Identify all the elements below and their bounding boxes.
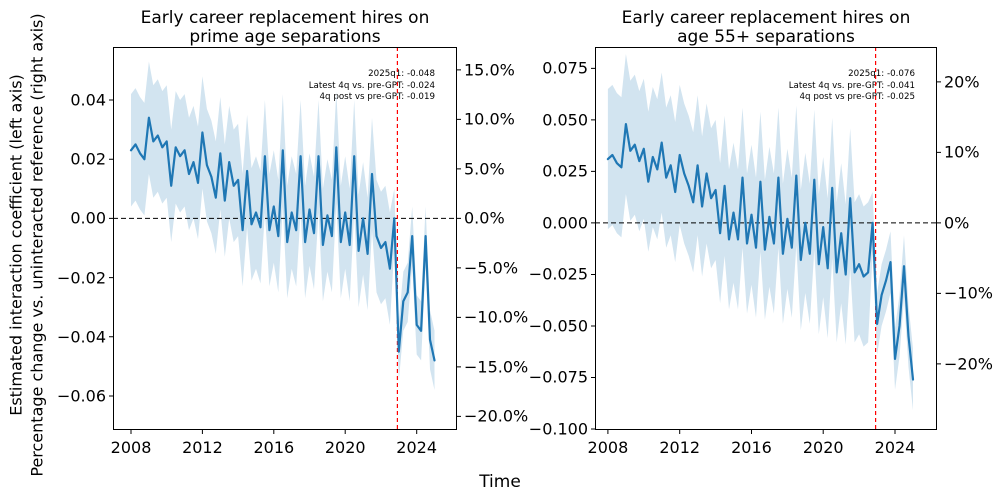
chart1-annotation: 2025q1: -0.048 Latest 4q vs. pre-GPT: -0…: [309, 69, 435, 104]
y-tick-label-right: −15.0%: [464, 357, 529, 377]
chart2-title-line2: age 55+ separations: [677, 27, 855, 47]
y-axis-label-line2: Percentage change vs. uninteracted refer…: [27, 13, 47, 477]
axis-tick-marks: [109, 69, 461, 434]
y-tick-label-right: 10.0%: [464, 109, 515, 129]
confidence-band: [607, 54, 913, 411]
chart2-annotation: 2025q1: -0.076 Latest 4q vs. pre-GPT: -0…: [789, 69, 915, 104]
axis-tick-marks: [591, 67, 941, 434]
x-axis-label: Time: [479, 472, 521, 492]
x-tick-label: 2016: [731, 438, 772, 457]
y-tick-label-left: −0.06: [56, 386, 106, 406]
chart1-annotation-2025q1: 2025q1: -0.048: [368, 69, 435, 79]
chart1-title-line1: Early career replacement hires on: [140, 8, 430, 28]
coefficient-line: [606, 123, 915, 381]
plot-border: [595, 47, 937, 430]
x-tick-label: 2008: [587, 438, 629, 457]
chart2-annotation-2025q1: 2025q1: -0.076: [848, 69, 915, 79]
y-tick-label-left: 0.000: [542, 213, 588, 233]
x-tick-label: 2016: [253, 438, 295, 457]
x-tick-label: 2024: [874, 438, 916, 457]
y-tick-label-left: −0.04: [56, 327, 106, 347]
y-tick-label-left: 0.04: [70, 90, 106, 110]
x-tick-label: 2020: [802, 438, 844, 457]
y-tick-label-left: 0.00: [70, 208, 106, 228]
y-tick-label-left: 0.025: [542, 161, 588, 181]
chart2-plot-area: [591, 47, 941, 434]
chart1-annotation-4qpost: 4q post vs pre-GPT: -0.019: [319, 92, 435, 102]
y-tick-label-right: 15.0%: [464, 60, 515, 80]
y-tick-label-right: −5.0%: [464, 258, 519, 278]
y-tick-label-right: 20%: [944, 72, 980, 92]
y-tick-label-right: −20.0%: [464, 406, 529, 426]
chart2-title-line1: Early career replacement hires on: [621, 8, 911, 28]
y-tick-label-left: −0.050: [528, 316, 588, 336]
y-tick-label-left: −0.075: [528, 367, 588, 387]
chart1-title-line2: prime age separations: [189, 27, 381, 47]
y-axis-label-line1: Estimated interaction coefficient (left …: [6, 74, 26, 416]
coefficient-line: [129, 116, 436, 362]
y-tick-label-right: −10.0%: [464, 307, 529, 327]
y-tick-label-left: −0.025: [528, 264, 588, 284]
chart1-annotation-latest4q: Latest 4q vs. pre-GPT: -0.024: [308, 80, 435, 91]
y-tick-label-right: 0%: [944, 213, 970, 233]
x-tick-label: 2008: [110, 438, 152, 457]
y-tick-label-left: −0.100: [528, 419, 588, 439]
y-tick-label-right: 0.0%: [464, 208, 505, 228]
confidence-band: [131, 61, 435, 390]
chart2-title: Early career replacement hires on age 55…: [622, 9, 911, 47]
y-tick-label-right: −10%: [944, 283, 993, 303]
plot-border: [113, 47, 457, 430]
chart2-annotation-4qpost: 4q post vs pre-GPT: -0.025: [799, 92, 915, 102]
y-tick-label-left: 0.075: [542, 58, 588, 78]
y-tick-label-right: −20%: [944, 354, 993, 374]
x-tick-label: 2012: [182, 438, 223, 457]
chart1-title: Early career replacement hires on prime …: [141, 9, 430, 47]
x-tick-label: 2012: [659, 438, 701, 457]
x-tick-label: 2024: [396, 438, 437, 457]
y-tick-label-right: 5.0%: [464, 159, 505, 179]
y-tick-label-left: 0.050: [542, 110, 588, 130]
chart2-annotation-latest4q: Latest 4q vs. pre-GPT: -0.041: [788, 80, 915, 91]
y-tick-label-right: 10%: [944, 142, 980, 162]
y-tick-label-left: −0.02: [56, 268, 106, 288]
chart1-plot-area: [109, 47, 461, 434]
y-tick-label-left: 0.02: [70, 149, 106, 169]
x-tick-label: 2020: [324, 438, 366, 457]
